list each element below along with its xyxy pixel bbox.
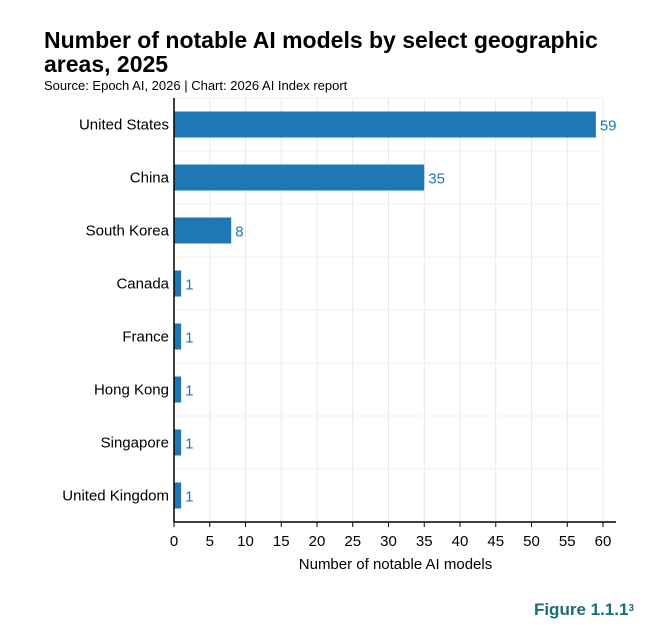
category-label: United Kingdom (62, 488, 169, 505)
category-label: Singapore (101, 435, 169, 452)
x-tick-label: 10 (237, 533, 254, 550)
x-tick-label: 5 (206, 533, 214, 550)
data-label: 1 (185, 277, 193, 294)
x-axis-label: Number of notable AI models (299, 556, 492, 573)
category-label: France (122, 329, 169, 346)
bar (174, 429, 182, 456)
bar (174, 217, 232, 244)
x-tick-label: 45 (487, 533, 504, 550)
category-label: South Korea (86, 223, 170, 240)
category-label: Canada (116, 276, 169, 293)
bar (174, 482, 182, 509)
x-tick-label: 50 (523, 533, 540, 550)
bar (174, 270, 182, 297)
figure-label-text: Figure 1.1.1 (533, 600, 629, 619)
grid-lines (173, 97, 604, 523)
x-tick-label: 15 (273, 533, 290, 550)
labels: United States 59 China 35 South Korea 8 Canada… (62, 117, 616, 506)
bar (174, 376, 182, 403)
bar (174, 164, 425, 191)
chart-title: Number of notable AI models by select ge… (44, 27, 598, 77)
bars (174, 111, 596, 509)
figure-label-superscript: 3 (628, 603, 634, 614)
x-tick-label: 20 (309, 533, 326, 550)
bar (174, 323, 182, 350)
bar (174, 111, 596, 138)
axes: 0 5 10 15 20 25 30 35 40 45 50 55 60 Number of notabl… (170, 98, 616, 573)
category-label: Hong Kong (94, 382, 169, 399)
data-label: 8 (235, 224, 243, 241)
x-tick-label: 55 (559, 533, 576, 550)
figure-label: Figure 1.1.13 (534, 600, 634, 620)
x-tick-label: 40 (452, 533, 469, 550)
x-tick-label: 0 (170, 533, 178, 550)
x-tick-label: 25 (344, 533, 361, 550)
data-label: 1 (185, 489, 193, 506)
x-tick-label: 60 (595, 533, 612, 550)
data-label: 1 (185, 383, 193, 400)
x-tick-label: 30 (380, 533, 397, 550)
data-label: 1 (185, 436, 193, 453)
x-tick-label: 35 (416, 533, 433, 550)
chart-subtitle: Source: Epoch AI, 2026 | Chart: 2026 AI … (44, 78, 348, 93)
category-label: United States (79, 117, 169, 134)
data-label: 59 (600, 118, 617, 135)
data-label: 1 (185, 330, 193, 347)
data-label: 35 (428, 171, 445, 188)
category-label: China (130, 170, 170, 187)
